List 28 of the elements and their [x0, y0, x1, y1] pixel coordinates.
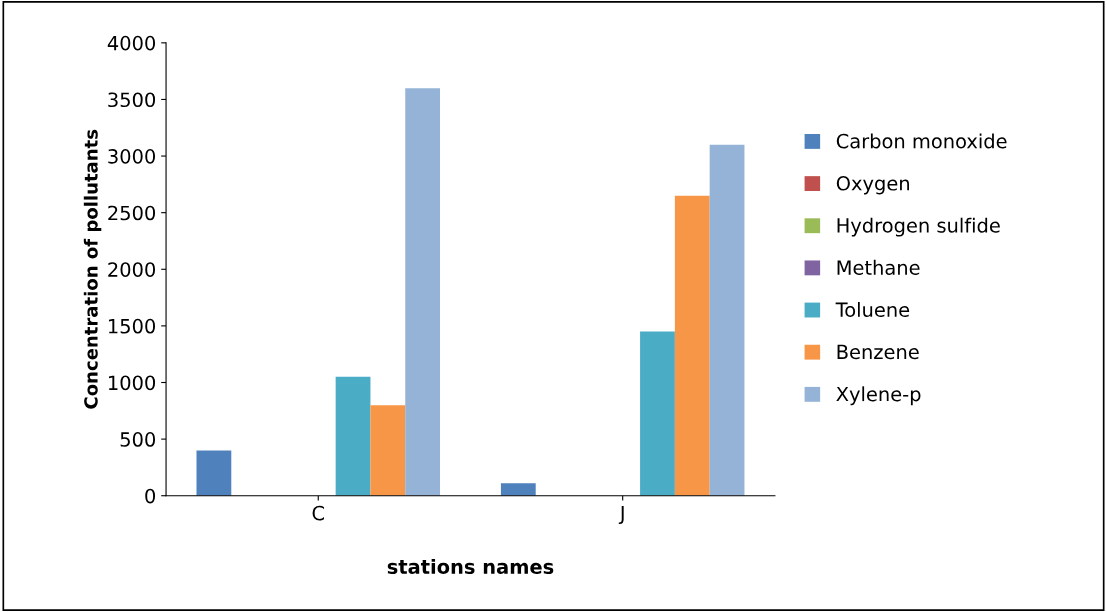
bar: [196, 450, 232, 496]
y-tick-label: 4000: [107, 35, 156, 51]
bar: [405, 88, 441, 496]
y-tick-label: 500: [120, 432, 156, 447]
y-axis-title: Concentration of pollutants: [83, 129, 102, 409]
x-axis-title: stations names: [387, 558, 554, 575]
legend-label: Methane: [837, 259, 920, 275]
legend-label: Carbon monoxide: [836, 133, 1007, 149]
x-tick-label: C: [312, 505, 324, 521]
bar: [640, 331, 675, 496]
legend-label: Benzene: [837, 344, 919, 360]
legend-label: Xylene-p: [836, 386, 921, 406]
y-tick-label: 2000: [108, 262, 156, 277]
legend-label: Toluene: [835, 302, 910, 318]
y-tick-label: 2500: [108, 205, 156, 221]
bar: [709, 144, 745, 496]
y-tick-label: 1500: [108, 318, 156, 334]
bar: [500, 483, 536, 496]
legend-label: Oxygen: [836, 175, 909, 195]
bar: [335, 376, 371, 496]
y-tick-label: 0: [145, 488, 156, 504]
y-tick-label: 1000: [108, 375, 156, 391]
legend-label: Hydrogen sulfide: [837, 217, 1000, 237]
y-tick-label: 3500: [108, 92, 156, 108]
y-tick-label: 3000: [108, 149, 156, 164]
x-tick-label: J: [618, 506, 624, 525]
bar: [370, 405, 406, 496]
bar: [674, 195, 710, 496]
